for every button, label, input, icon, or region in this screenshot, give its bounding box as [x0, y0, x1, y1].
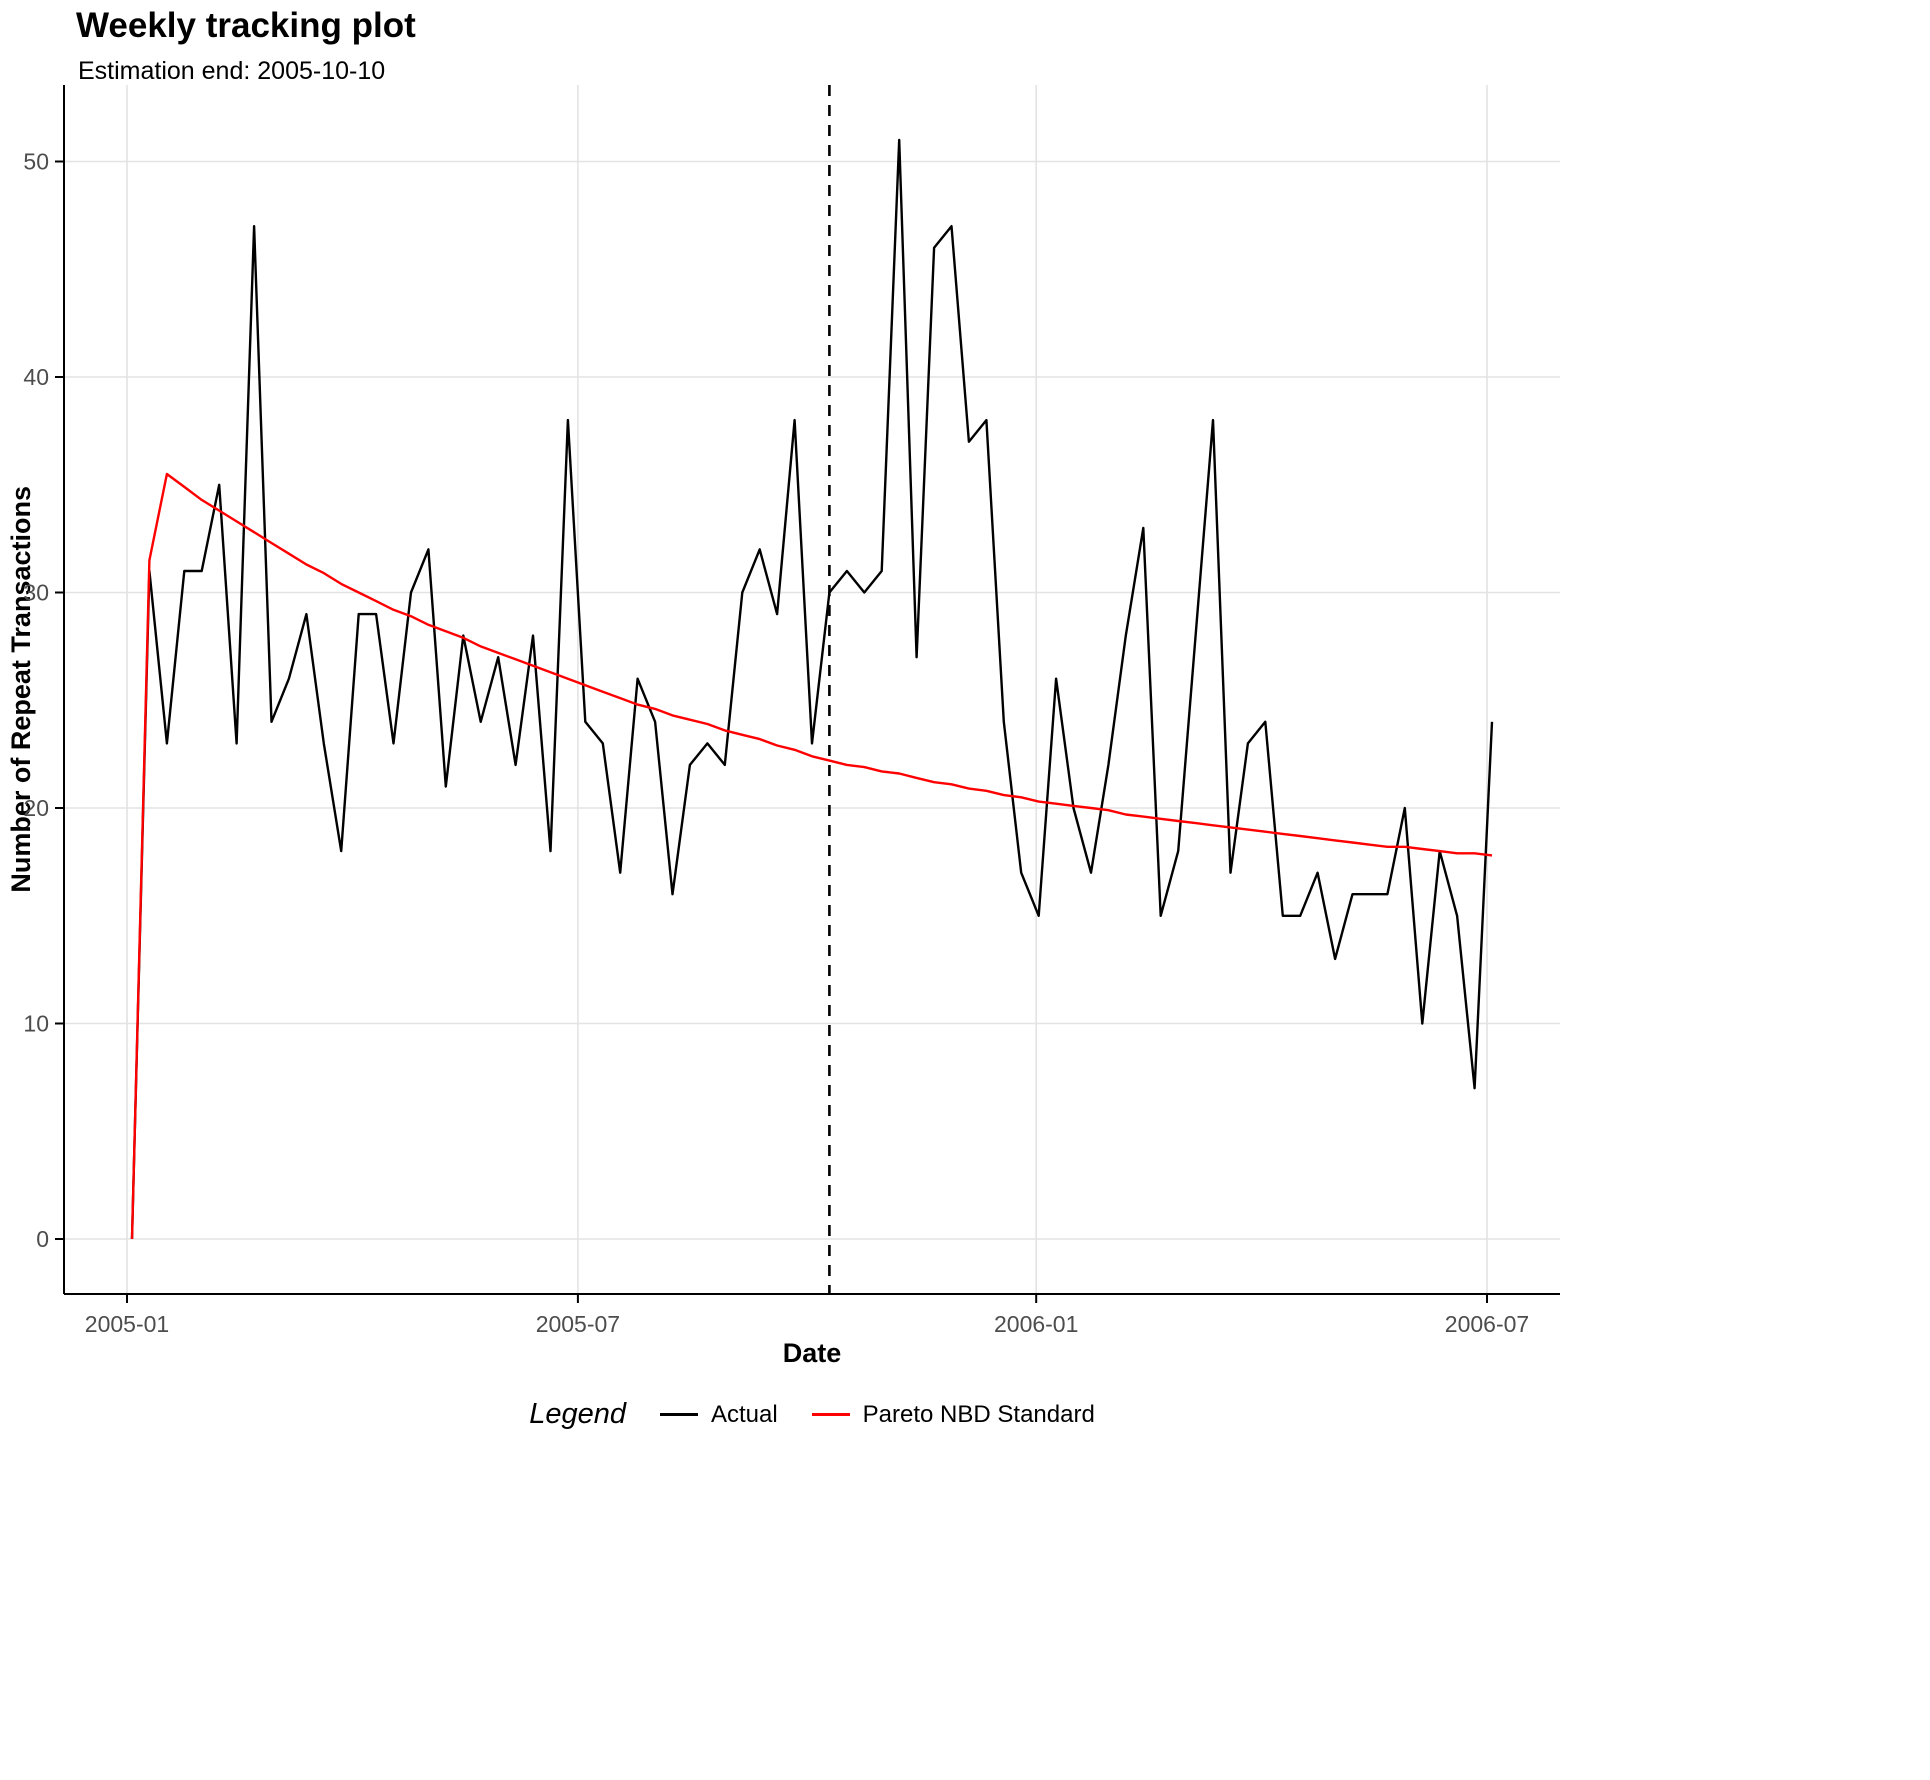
x-tick-label: 2006-07 — [1445, 1311, 1529, 1337]
y-tick-label: 40 — [23, 364, 49, 390]
actual-line-swatch — [659, 1413, 698, 1416]
y-tick-label: 0 — [36, 1226, 49, 1252]
legend-item-pareto: Pareto NBD Standard — [811, 1400, 1095, 1429]
x-tick-label: 2006-01 — [994, 1311, 1078, 1337]
y-tick-label: 50 — [23, 149, 49, 175]
y-tick-label: 20 — [23, 795, 49, 821]
legend: Legend Actual Pareto NBD Standard — [64, 1398, 1560, 1431]
legend-item-actual: Actual — [659, 1400, 778, 1429]
pareto-nbd-line — [130, 472, 1493, 1240]
pareto-line-swatch — [811, 1413, 850, 1416]
chart-subtitle: Estimation end: 2005-10-10 — [78, 57, 386, 85]
legend-title: Legend — [529, 1398, 626, 1430]
x-axis-title: Date — [782, 1338, 842, 1368]
x-tick-label: 2005-07 — [536, 1311, 620, 1337]
actual-line — [130, 138, 1494, 1240]
x-tick-label: 2005-01 — [85, 1311, 169, 1337]
chart-title: Weekly tracking plot — [76, 6, 416, 45]
y-tick-label: 10 — [23, 1011, 49, 1037]
legend-label-pareto: Pareto NBD Standard — [862, 1400, 1095, 1428]
y-tick-label: 30 — [23, 580, 49, 606]
legend-label-actual: Actual — [710, 1400, 778, 1428]
